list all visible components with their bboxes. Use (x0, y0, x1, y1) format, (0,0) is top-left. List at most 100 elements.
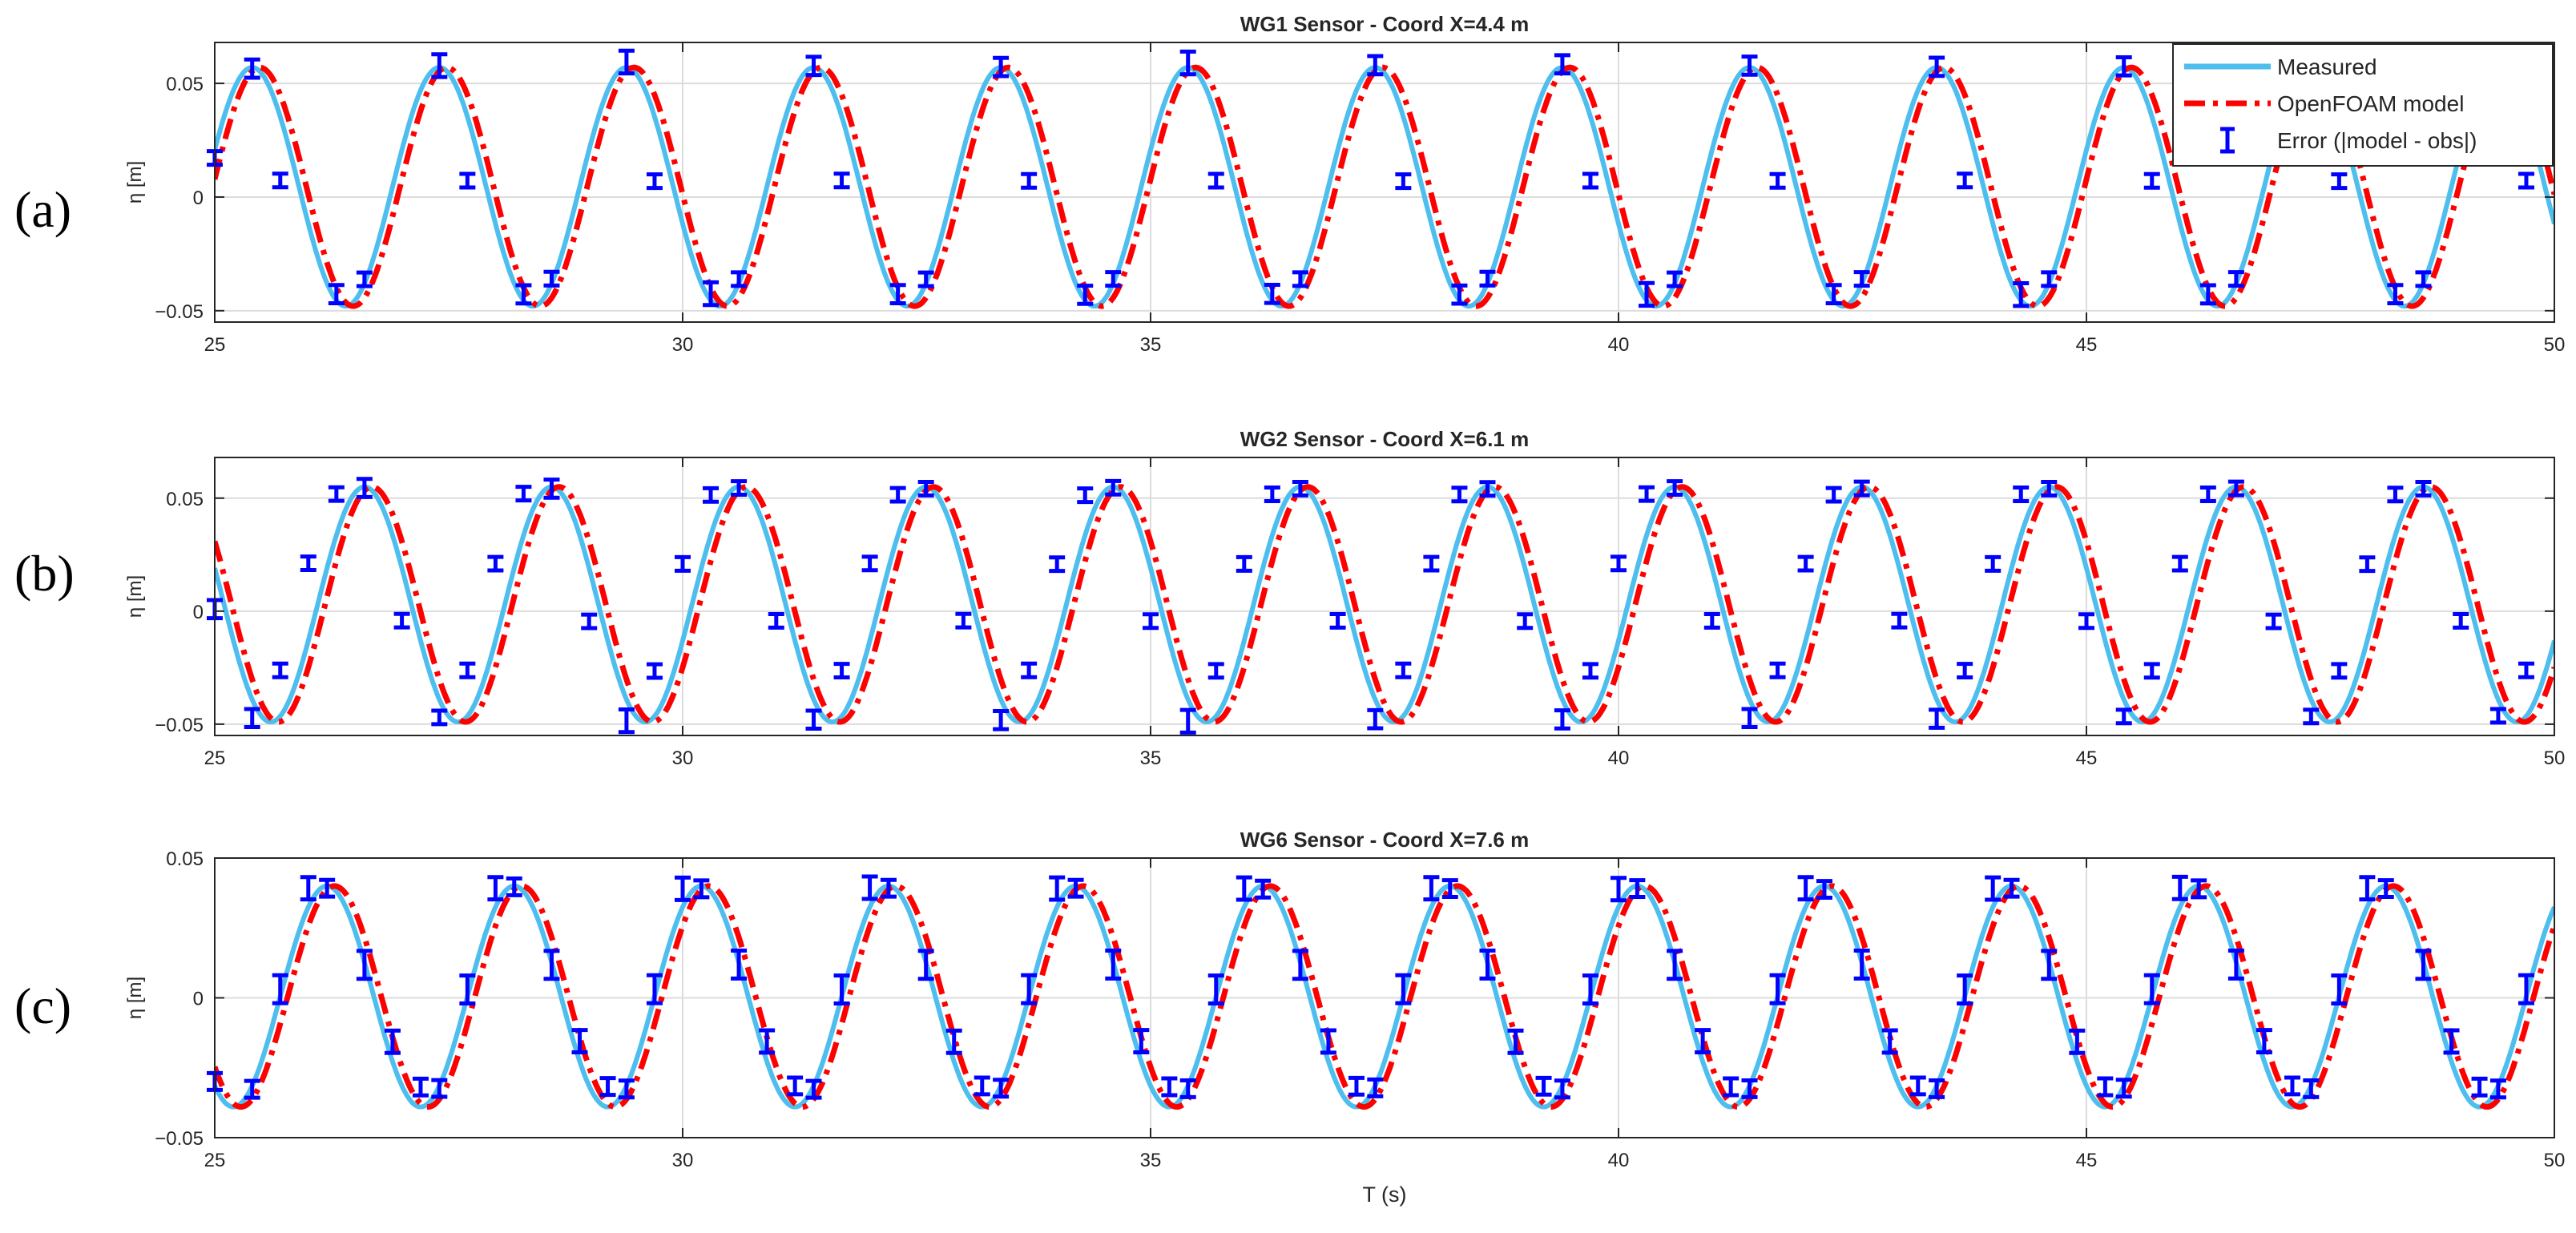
error-bar (1797, 554, 1814, 573)
error-bar (917, 479, 934, 498)
error-bar (2097, 1076, 2114, 1098)
error-bar (1161, 1076, 1178, 1098)
chart-panel-1: (a) 25 30 35 40 45 50 −0.05 0 0.05 WG1 Sensor - Co… (14, 12, 2565, 356)
error-bar (2471, 1076, 2488, 1098)
x-tick-label: 50 (2544, 1150, 2566, 1171)
error-bar (1207, 171, 1224, 190)
x-axis-label: T (s) (1363, 1183, 1407, 1207)
error-bar (889, 486, 906, 504)
error-bar (2143, 662, 2160, 680)
error-bar (703, 486, 720, 504)
y-tick-label: 0 (193, 187, 204, 209)
error-bar (412, 1076, 429, 1098)
error-bar (2415, 479, 2432, 498)
x-tick-label: 25 (204, 334, 226, 356)
error-bar (384, 1028, 401, 1055)
error-bar (618, 1078, 635, 1100)
error-bar (1582, 973, 1598, 1005)
error-bar (2377, 878, 2394, 900)
error-bar (1769, 973, 1786, 1005)
axes-frame (214, 42, 2555, 323)
error-bar (703, 280, 720, 308)
error-bar (833, 662, 850, 679)
error-bar (272, 661, 288, 679)
error-bar (1021, 171, 1038, 190)
error-bar (2518, 171, 2534, 190)
y-tick-label: −0.05 (155, 715, 204, 736)
error-bar (1853, 479, 1870, 498)
error-bar (2199, 283, 2216, 306)
error-bar (731, 479, 748, 498)
error-bar (393, 611, 410, 630)
error-bar (618, 48, 635, 76)
error-bar (1207, 973, 1224, 1005)
error-bar (1507, 1028, 1524, 1055)
error-bar (272, 171, 288, 190)
error-bar (571, 1028, 588, 1055)
error-bar (1797, 875, 1814, 902)
error-bar (581, 612, 598, 631)
error-bar (2041, 479, 2058, 498)
error-bar (1105, 478, 1122, 497)
error-bar (1367, 1077, 1384, 1098)
error-bar (1929, 55, 1945, 79)
error-bar (787, 1075, 804, 1097)
x-tick-label: 50 (2544, 747, 2566, 769)
error-bar (2115, 707, 2132, 726)
error-bar (1957, 171, 1973, 190)
error-bar (889, 283, 906, 305)
error-bar (2115, 54, 2132, 78)
x-tick-label: 50 (2544, 334, 2566, 356)
error-bar (487, 554, 504, 573)
error-bar (731, 270, 748, 288)
legend-label-model: OpenFOAM model (2277, 91, 2464, 116)
error-bar (1667, 949, 1683, 981)
error-bar (1825, 283, 1842, 305)
chart-panel-2: (b) 25 30 35 40 45 50 −0.05 0 0.05 WG2 Sensor - Co… (14, 427, 2565, 769)
error-bar (1957, 662, 1973, 679)
error-bar (1479, 949, 1496, 981)
panel-label: (a) (14, 181, 71, 238)
error-bar (431, 1078, 448, 1099)
error-bar (431, 52, 448, 79)
error-bar (1179, 49, 1196, 77)
error-bar (1451, 486, 1468, 504)
y-tick-label: 0.05 (166, 489, 204, 510)
error-bar (2303, 1078, 2320, 1099)
error-bar (1133, 1028, 1150, 1055)
error-bar (1582, 171, 1598, 190)
error-bar (1825, 486, 1842, 504)
series-line-measured (215, 484, 2554, 724)
error-bar (300, 554, 316, 572)
error-bar (2443, 1028, 2460, 1055)
error-bar (1207, 662, 1224, 680)
x-tick-label: 35 (1140, 747, 1162, 769)
error-bar (459, 661, 476, 679)
error-bar (1703, 612, 1720, 630)
x-tick-label: 35 (1140, 334, 1162, 356)
error-bar (2359, 555, 2376, 574)
error-bar (1077, 284, 1094, 306)
error-bar (1067, 877, 1084, 899)
error-bar (1021, 661, 1038, 679)
error-bar (1741, 54, 1758, 77)
error-bar (1957, 973, 1973, 1005)
error-bar (1320, 1028, 1336, 1055)
error-bar (2453, 612, 2469, 630)
error-bar (880, 877, 897, 899)
error-bar (1049, 875, 1066, 902)
error-bar (1236, 554, 1252, 573)
error-bar (1179, 707, 1196, 735)
legend-swatch-error (2220, 127, 2235, 154)
error-bar (1367, 707, 1384, 731)
x-tick-label: 25 (204, 1150, 226, 1171)
error-bar (356, 270, 373, 288)
y-tick-label: −0.05 (155, 1128, 204, 1150)
error-bar (2115, 1078, 2132, 1099)
error-bar (1639, 280, 1655, 308)
chart-panel-3: (c) 25 30 35 40 45 50 −0.05 0 0.05 WG6 Sensor - Co… (14, 828, 2565, 1207)
error-bar (487, 875, 504, 902)
y-tick-label: −0.05 (155, 301, 204, 323)
y-axis-label: η [m] (124, 161, 146, 203)
y-tick-label: 0 (193, 989, 204, 1010)
